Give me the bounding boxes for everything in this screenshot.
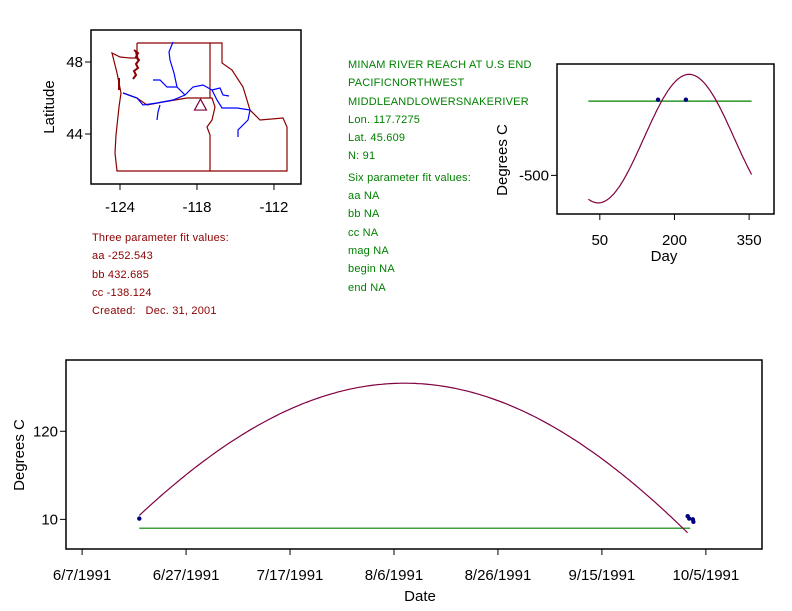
data-point [683, 97, 689, 102]
map-xtick-label: -118 [183, 199, 212, 216]
xtick-label: 8/26/1991 [465, 567, 532, 584]
xtick-label: 8/6/1991 [365, 567, 423, 584]
data-point [687, 516, 692, 521]
date-ylabel: Degrees C [11, 419, 28, 491]
six-param-begin: begin NA [348, 263, 395, 276]
data-point [137, 516, 142, 521]
upper-columbia [168, 41, 186, 96]
fit-curve [138, 382, 688, 534]
three-param-bb: bb 432.685 [92, 268, 150, 281]
date-plot-frame [65, 359, 763, 550]
state-borders [111, 42, 288, 172]
site-lat: Lat. 45.609 [348, 132, 406, 145]
day-ylabel: Degrees C [494, 124, 511, 196]
data-point [691, 519, 696, 524]
date-xlabel: Date [404, 588, 436, 605]
three-param-block: Three parameter fit values: aa -252.543 … [92, 229, 229, 320]
six-param-bb: bb NA [348, 208, 380, 221]
xtick-label: 10/5/1991 [672, 567, 739, 584]
date-plot: 6/7/1991 6/27/1991 7/17/1991 8/6/1991 8/26/1… [11, 359, 763, 605]
map-panel: -124 -118 -112 48 44 Latitude [41, 29, 302, 216]
xtick-label: 350 [737, 232, 762, 249]
ytick-label: 10 [41, 511, 58, 528]
data-point [655, 97, 661, 102]
site-n: N: 91 [348, 150, 376, 163]
columbia-river [122, 84, 230, 106]
six-param-aa: aa NA [348, 190, 380, 203]
day-plot-frame [556, 63, 775, 215]
tributary [153, 79, 177, 88]
site-name: MINAM RIVER REACH AT U.S END [348, 59, 532, 71]
wa-or-border [122, 92, 216, 171]
six-param-cc: cc NA [348, 226, 379, 239]
six-param-end: end NA [348, 281, 386, 294]
fit-curve [588, 73, 753, 204]
three-param-aa: aa -252.543 [92, 250, 153, 263]
map-xtick-label: -112 [259, 199, 288, 216]
rivers [122, 41, 251, 137]
three-param-cc: cc -138.124 [92, 286, 152, 299]
willamette-river [156, 104, 161, 121]
day-xlabel: Day [651, 248, 678, 265]
map-ytick-label: 44 [66, 126, 83, 143]
site-lon: Lon. 117.7275 [348, 113, 421, 126]
site-info-block: MINAM RIVER REACH AT U.S END PACIFICNORT… [348, 56, 532, 297]
state-outline [111, 42, 288, 172]
site-region: PACIFICNORTHWEST [348, 77, 465, 90]
site-basin: MIDDLEANDLOWERSNAKERIVER [348, 95, 529, 108]
six-param-title: Six parameter fit values: [348, 171, 471, 184]
xtick-label: 6/7/1991 [53, 567, 111, 584]
site-triangle-icon [193, 97, 208, 111]
created-date: Created: Dec. 31, 2001 [92, 305, 217, 318]
xtick-label: 6/27/1991 [153, 567, 220, 584]
ytick-label: -500 [519, 167, 549, 184]
six-param-mag: mag NA [348, 244, 389, 257]
map-ytick-label: 48 [66, 54, 83, 71]
three-param-title: Three parameter fit values: [92, 232, 229, 244]
puget-islands [118, 49, 141, 90]
map-xtick-label: -124 [105, 199, 135, 216]
map-ylabel: Latitude [41, 80, 58, 133]
snake-river [211, 89, 251, 137]
xtick-label: 200 [662, 232, 687, 249]
day-plot: 50 200 350 -500 Day Degrees C [494, 63, 775, 265]
xtick-label: 7/17/1991 [257, 567, 324, 584]
ytick-label: 120 [33, 423, 58, 440]
xtick-label: 50 [591, 232, 608, 249]
xtick-label: 9/15/1991 [569, 567, 636, 584]
